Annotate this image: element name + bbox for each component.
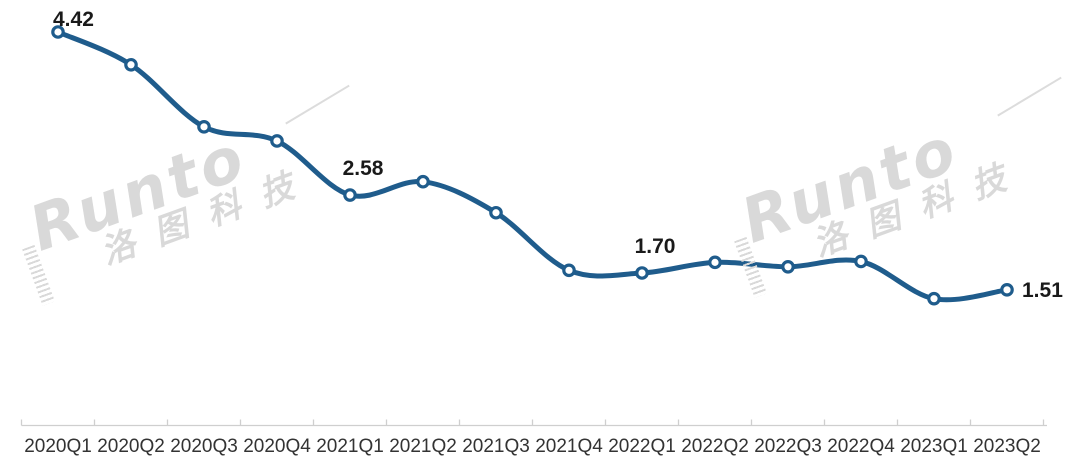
- data-point-2020q1: [51, 25, 65, 39]
- value-label-2021q1: 2.58: [343, 157, 384, 180]
- x-axis-label-2022q2: 2022Q2: [681, 436, 749, 457]
- x-axis-label-2023q1: 2023Q1: [900, 436, 968, 457]
- x-axis-label-2020q1: 2020Q1: [24, 436, 92, 457]
- x-axis-label-2020q4: 2020Q4: [243, 436, 311, 457]
- data-point-2023q1: [927, 291, 941, 306]
- data-point-2020q2: [124, 57, 138, 72]
- x-axis-label-2021q4: 2021Q4: [535, 436, 603, 457]
- x-axis-label-2021q3: 2021Q3: [462, 436, 530, 457]
- data-point-2021q4: [562, 263, 576, 278]
- x-axis-label-2023q2: 2023Q2: [973, 436, 1041, 457]
- x-axis-label-2020q3: 2020Q3: [170, 436, 238, 457]
- x-axis-label-2020q2: 2020Q2: [97, 436, 165, 457]
- x-axis-label-2022q4: 2022Q4: [827, 436, 895, 457]
- data-point-2021q1: [343, 188, 357, 202]
- data-point-2022q3: [781, 259, 795, 274]
- data-point-2020q3: [197, 120, 211, 134]
- data-point-2022q2: [708, 255, 722, 270]
- x-axis-label-2021q1: 2021Q1: [316, 436, 384, 457]
- data-point-2022q4: [854, 254, 868, 269]
- data-point-2020q4: [270, 134, 284, 148]
- value-label-2020q1: 4.42: [53, 8, 94, 31]
- x-axis-label-2022q1: 2022Q1: [608, 436, 676, 457]
- value-label-2023q2: 1.51: [1022, 279, 1063, 302]
- value-label-2022q1: 1.70: [635, 235, 676, 258]
- data-point-2021q3: [489, 205, 503, 220]
- data-point-2023q2: [1000, 283, 1014, 297]
- data-point-2022q1: [635, 266, 649, 280]
- x-axis-label-2021q2: 2021Q2: [389, 436, 457, 457]
- x-axis-label-2022q3: 2022Q3: [754, 436, 822, 457]
- data-point-2021q2: [416, 174, 430, 189]
